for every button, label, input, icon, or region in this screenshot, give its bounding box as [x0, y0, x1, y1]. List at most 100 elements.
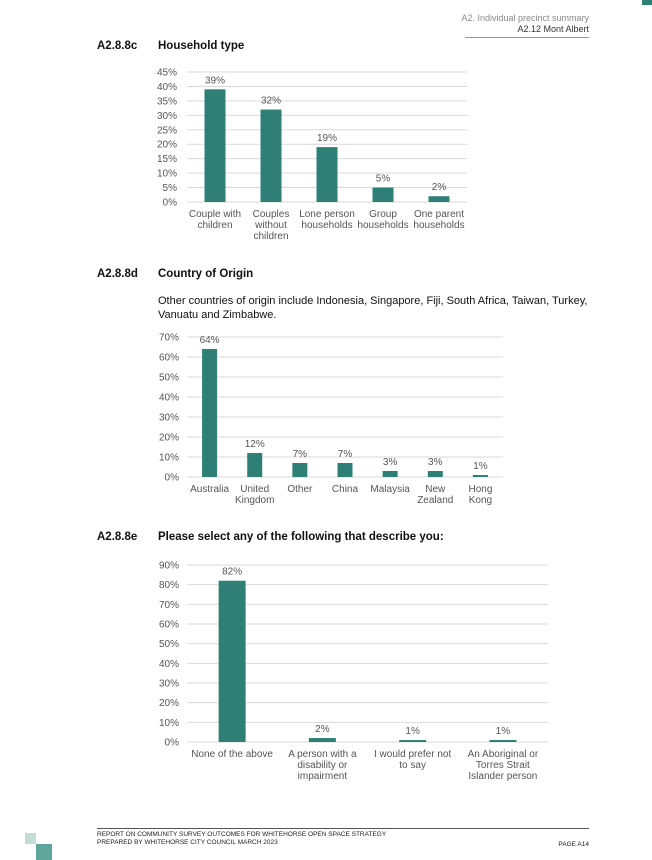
y-tick-label: 25%: [157, 125, 177, 136]
bar: [204, 89, 226, 202]
category-label: Group: [369, 209, 397, 220]
y-tick-label: 50%: [159, 639, 179, 650]
category-label: An Aboriginal or: [468, 749, 539, 760]
y-tick-label: 20%: [157, 140, 177, 151]
y-tick-label: 30%: [157, 111, 177, 122]
category-label: children: [253, 231, 288, 242]
data-label: 1%: [405, 726, 420, 737]
data-label: 19%: [317, 133, 337, 144]
section-title: Household type: [158, 40, 245, 52]
data-label: 7%: [338, 449, 353, 460]
corner-accent: [642, 0, 652, 5]
category-label: Kong: [469, 495, 492, 506]
data-label: 2%: [315, 724, 330, 735]
bar: [260, 109, 282, 202]
category-label: United: [240, 484, 269, 495]
bar: [372, 187, 394, 202]
y-tick-label: 40%: [157, 82, 177, 93]
bar: [316, 147, 338, 202]
y-tick-label: 60%: [159, 620, 179, 631]
category-label: One parent: [414, 209, 464, 220]
decor-square-light: [25, 833, 36, 844]
data-label: 64%: [200, 335, 220, 346]
y-tick-label: 70%: [159, 600, 179, 611]
bar: [399, 740, 427, 742]
y-tick-label: 40%: [159, 659, 179, 670]
category-label: I would prefer not: [374, 749, 451, 760]
y-tick-label: 90%: [159, 561, 179, 572]
y-tick-label: 70%: [159, 333, 179, 344]
category-label: impairment: [298, 771, 348, 782]
y-tick-label: 20%: [159, 433, 179, 444]
y-tick-label: 60%: [159, 353, 179, 364]
footer-prepared-by: PREPARED BY WHITEHORSE CITY COUNCIL MARC…: [97, 839, 278, 846]
section-heading-describe-you: A2.8.8e Please select any of the followin…: [97, 531, 444, 543]
bar: [308, 738, 336, 742]
bar: [292, 463, 308, 477]
bar: [428, 196, 450, 202]
y-tick-label: 0%: [165, 738, 180, 749]
section-number: A2.8.8c: [97, 40, 138, 52]
data-label: 2%: [432, 182, 447, 193]
category-label: without: [254, 220, 287, 231]
data-label: 3%: [383, 457, 398, 468]
section-number: A2.8.8e: [97, 531, 138, 543]
data-label: 5%: [376, 174, 391, 185]
y-tick-label: 15%: [157, 154, 177, 165]
data-label: 3%: [428, 457, 443, 468]
y-tick-label: 10%: [159, 718, 179, 729]
decor-square-dark: [36, 844, 52, 860]
data-label: 39%: [205, 75, 225, 86]
category-label: households: [301, 220, 352, 231]
footer-text: REPORT ON COMMUNITY SURVEY OUTCOMES FOR …: [97, 831, 386, 847]
category-label: Couples: [253, 209, 290, 220]
category-label: children: [197, 220, 232, 231]
category-label: Hong: [468, 484, 492, 495]
category-label: Kingdom: [235, 495, 274, 506]
y-tick-label: 80%: [159, 580, 179, 591]
household-type-chart: 0% 5% 10% 15% 20% 25% 30% 35% 40% 45% 39% Couple wi…: [157, 68, 467, 242]
category-label: Torres Strait: [476, 760, 530, 771]
data-label: 82%: [222, 567, 242, 578]
category-label: Australia: [190, 484, 229, 495]
header-rule: [465, 37, 589, 38]
category-label: Couple with: [189, 209, 241, 220]
bar: [202, 349, 218, 477]
category-label: Zealand: [417, 495, 453, 506]
section-heading-country-of-origin: A2.8.8d Country of Origin: [97, 268, 253, 280]
bar: [218, 580, 246, 742]
bar: [337, 463, 353, 477]
section-number: A2.8.8d: [97, 268, 138, 280]
footer-report-title: REPORT ON COMMUNITY SURVEY OUTCOMES FOR …: [97, 831, 387, 838]
y-tick-label: 10%: [157, 169, 177, 180]
data-label: 32%: [261, 96, 281, 107]
category-label: households: [413, 220, 464, 231]
y-tick-label: 0%: [163, 198, 178, 209]
data-label: 12%: [245, 439, 265, 450]
page-number: PAGE A14: [558, 841, 589, 848]
section-title: Please select any of the following that …: [158, 531, 444, 543]
y-tick-label: 5%: [163, 183, 178, 194]
bar: [489, 740, 517, 742]
y-tick-label: 10%: [159, 453, 179, 464]
category-label: Malaysia: [370, 484, 410, 495]
y-tick-label: 30%: [159, 679, 179, 690]
category-label: None of the above: [191, 749, 273, 760]
category-label: Lone person: [299, 209, 355, 220]
y-tick-label: 0%: [165, 473, 180, 484]
category-label: A person with a: [288, 749, 357, 760]
y-tick-label: 50%: [159, 373, 179, 384]
header-section: A2. Individual precinct summary: [461, 13, 589, 23]
country-note: Other countries of origin include Indone…: [158, 295, 588, 321]
footer-rule: [97, 828, 589, 829]
y-tick-label: 30%: [159, 413, 179, 424]
data-label: 1%: [496, 726, 511, 737]
category-label: disability or: [297, 760, 348, 771]
category-label: Other: [287, 484, 313, 495]
bar: [247, 453, 263, 477]
category-label: households: [357, 220, 408, 231]
header-subsection: A2.12 Mont Albert: [517, 24, 589, 34]
section-heading-household-type: A2.8.8c Household type: [97, 40, 244, 52]
y-tick-label: 20%: [159, 698, 179, 709]
describe-you-chart: 0% 10% 20% 30% 40% 50% 60% 70% 80% 90% 82% None of …: [159, 561, 548, 782]
